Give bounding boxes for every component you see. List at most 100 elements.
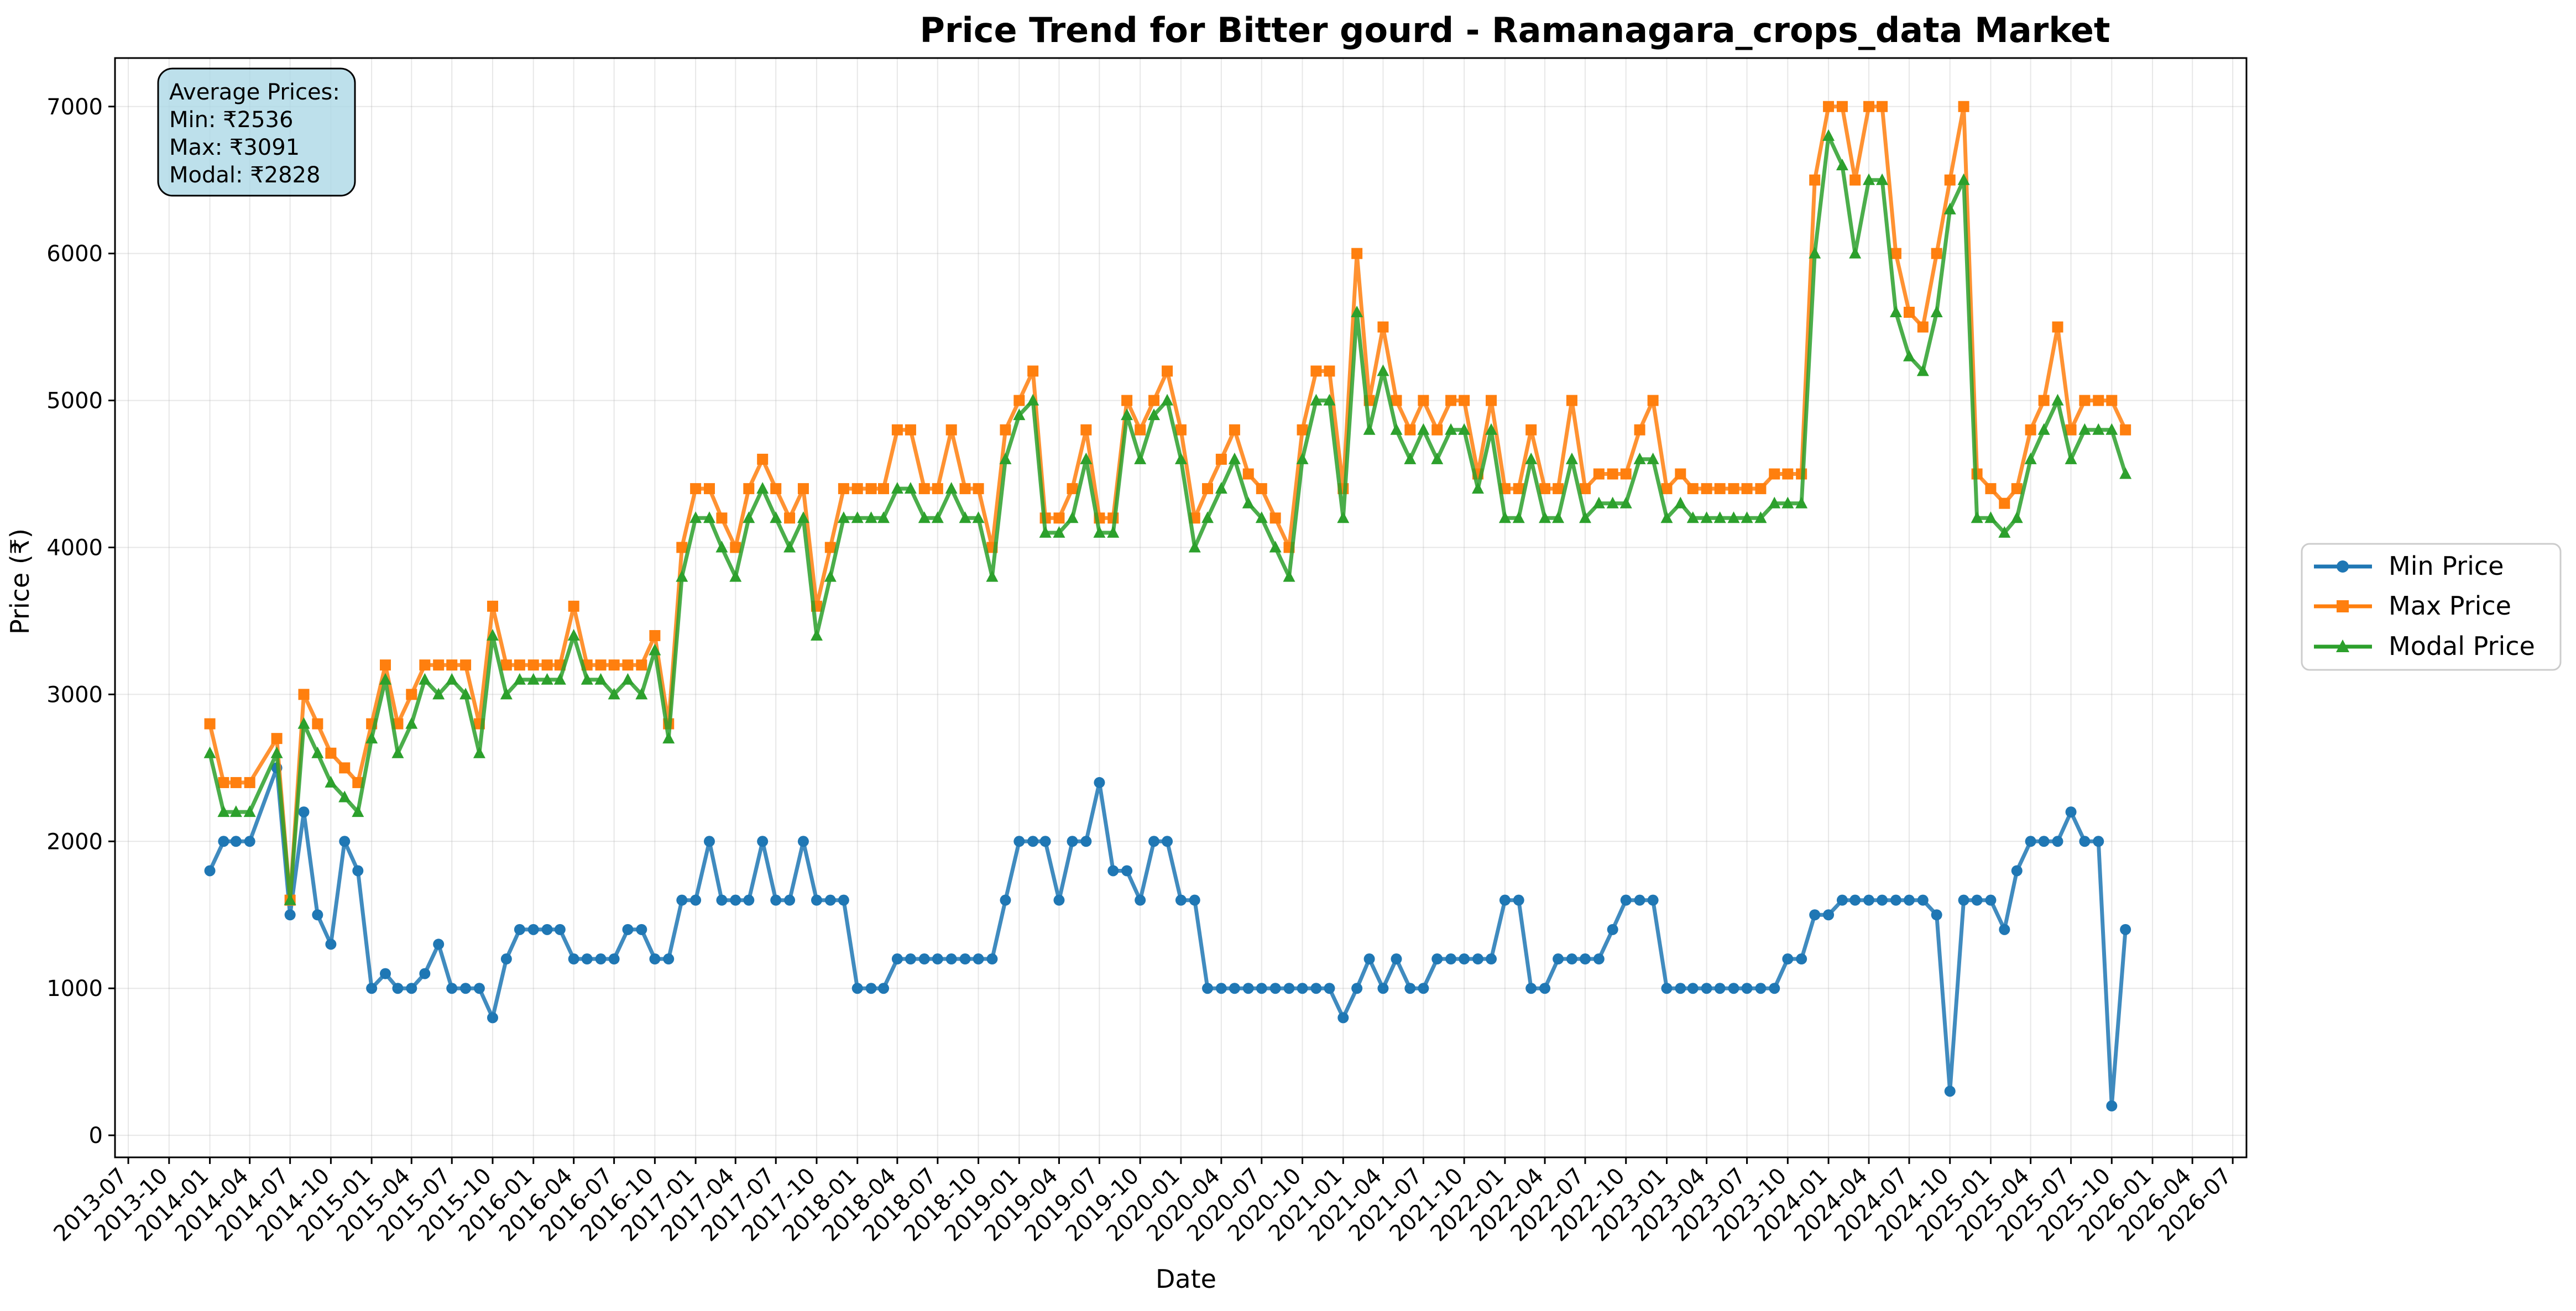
point-max <box>1215 453 1227 465</box>
point-modal <box>1390 423 1403 435</box>
point-modal <box>1660 511 1673 523</box>
point-min <box>1647 894 1659 906</box>
point-min <box>366 983 378 994</box>
point-max <box>878 483 890 495</box>
point-min <box>1714 983 1726 994</box>
point-min <box>1269 983 1281 994</box>
point-max <box>1080 424 1092 436</box>
point-min <box>1661 983 1673 994</box>
legend-marker-max <box>2337 600 2349 612</box>
point-min <box>1607 924 1618 935</box>
point-max <box>2038 395 2050 406</box>
point-min <box>1242 983 1254 994</box>
point-max <box>1391 395 1402 406</box>
point-min <box>1782 953 1794 965</box>
point-max <box>2106 395 2118 406</box>
point-max <box>1377 321 1389 333</box>
point-min <box>1903 894 1915 906</box>
point-max <box>1486 395 1497 406</box>
point-modal <box>608 688 620 700</box>
point-min <box>1107 865 1119 877</box>
point-modal <box>2065 452 2077 464</box>
point-max <box>973 483 984 495</box>
point-max <box>1201 483 1213 495</box>
point-max <box>1687 483 1699 495</box>
point-max <box>703 483 715 495</box>
point-modal <box>904 482 917 494</box>
y-tick-label: 1000 <box>46 976 103 1001</box>
point-max <box>1324 365 1335 377</box>
point-max <box>487 600 498 612</box>
point-modal <box>567 629 580 641</box>
point-max <box>595 659 607 671</box>
point-modal <box>1445 423 1457 435</box>
point-min <box>1741 983 1753 994</box>
point-min <box>649 953 661 965</box>
legend-frame <box>2301 543 2562 671</box>
point-max <box>568 600 579 612</box>
point-modal <box>2119 467 2132 479</box>
point-max <box>298 689 310 700</box>
point-modal <box>999 452 1012 464</box>
point-max <box>770 483 782 495</box>
point-min <box>325 938 337 950</box>
point-max <box>1242 468 1254 480</box>
point-min <box>1053 894 1065 906</box>
point-min <box>1890 894 1901 906</box>
point-modal <box>621 673 634 685</box>
point-modal <box>837 511 850 523</box>
point-min <box>406 983 417 994</box>
average-prices-box: Average Prices: Min: ₹2536 Max: ₹3091 Mo… <box>157 67 356 197</box>
point-min <box>312 909 323 921</box>
point-modal <box>1201 511 1214 523</box>
legend-item-max: Max Price <box>2314 591 2511 621</box>
point-modal <box>1606 496 1619 508</box>
point-max <box>932 483 943 495</box>
point-modal <box>1565 452 1578 464</box>
point-max <box>218 777 229 788</box>
point-min <box>945 953 957 965</box>
point-modal <box>270 746 283 758</box>
point-min <box>1431 953 1443 965</box>
point-modal <box>918 511 931 523</box>
y-tick-label: 0 <box>89 1123 103 1149</box>
y-axis-label: Price (₹) <box>5 528 35 634</box>
y-tick-label: 2000 <box>46 829 103 854</box>
point-min <box>1039 836 1051 847</box>
point-min <box>1877 894 1888 906</box>
point-min <box>487 1012 498 1024</box>
series-max <box>204 101 2131 906</box>
point-min <box>1823 909 1835 921</box>
point-min <box>797 836 809 847</box>
point-max <box>514 659 525 671</box>
point-max <box>1823 101 1835 112</box>
point-max <box>1027 365 1039 377</box>
point-modal <box>405 717 418 729</box>
point-max <box>730 542 741 553</box>
point-modal <box>931 511 944 523</box>
point-modal <box>1619 496 1632 508</box>
point-modal <box>1809 247 1821 259</box>
point-modal <box>229 805 242 817</box>
point-modal <box>1998 526 2011 538</box>
point-min <box>2011 865 2023 877</box>
point-modal <box>2037 423 2050 435</box>
point-max <box>2065 424 2077 436</box>
point-min <box>1917 894 1929 906</box>
point-modal <box>1700 511 1713 523</box>
point-min <box>918 953 930 965</box>
point-modal <box>1174 452 1187 464</box>
point-modal <box>1080 452 1093 464</box>
point-max <box>1634 424 1645 436</box>
point-modal <box>1161 394 1174 406</box>
point-max <box>1121 395 1133 406</box>
point-min <box>554 924 566 935</box>
point-modal <box>1215 482 1227 494</box>
legend-item-modal: Modal Price <box>2314 631 2535 661</box>
point-modal <box>1930 306 1943 318</box>
series-modal <box>203 129 2132 905</box>
point-modal <box>649 643 661 656</box>
point-min <box>541 924 553 935</box>
point-max <box>325 747 337 759</box>
